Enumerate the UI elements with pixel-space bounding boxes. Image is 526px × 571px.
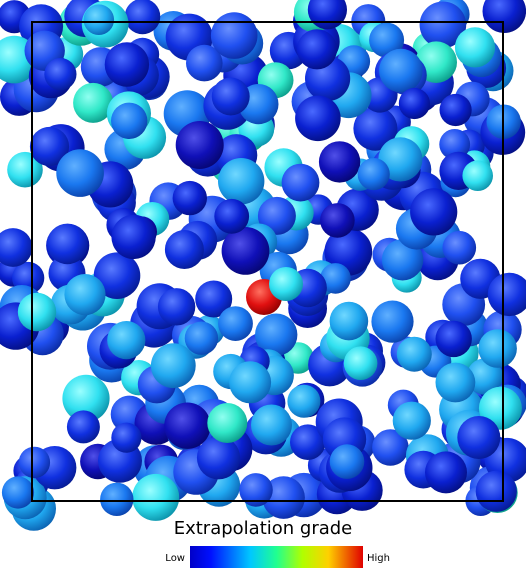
atom (67, 410, 100, 443)
atom (319, 141, 360, 182)
atom (105, 42, 149, 86)
atom (436, 363, 476, 403)
atom (84, 4, 115, 35)
atom (165, 230, 204, 269)
atom (211, 12, 258, 59)
atom (0, 228, 32, 267)
atom (455, 27, 495, 67)
atom (100, 483, 133, 516)
atom (251, 405, 292, 446)
atom (107, 321, 145, 359)
atom (19, 447, 50, 478)
atom (287, 385, 320, 418)
atom (132, 474, 179, 521)
atom (457, 416, 500, 459)
atom (440, 94, 472, 126)
atom (443, 231, 477, 265)
atom (476, 471, 517, 512)
atom (229, 361, 271, 403)
atom (393, 402, 431, 440)
atom (399, 88, 430, 119)
colorbar (190, 546, 363, 568)
atom (207, 403, 247, 443)
atom (111, 423, 141, 453)
atom (295, 96, 341, 142)
atom (344, 346, 378, 380)
atom (151, 343, 196, 388)
atom (379, 49, 423, 93)
atom (212, 78, 250, 116)
atom (111, 103, 147, 139)
atom (218, 306, 253, 341)
atom (269, 267, 303, 301)
atom (18, 293, 56, 331)
atom (2, 476, 34, 508)
atom (125, 0, 161, 34)
atom (483, 0, 526, 33)
atom (176, 121, 224, 169)
atom (330, 444, 365, 479)
atom (478, 329, 517, 368)
atom (111, 215, 155, 259)
colorbar-high-label: High (367, 553, 390, 564)
atom (158, 288, 195, 325)
atom (330, 302, 369, 341)
atom (397, 337, 432, 372)
atom (56, 149, 104, 197)
atom (425, 451, 467, 493)
atom (358, 158, 390, 190)
atom (436, 321, 472, 357)
atom (64, 274, 105, 315)
atoms (0, 0, 526, 531)
colorbar-low-label: Low (165, 553, 185, 564)
atom (320, 203, 355, 238)
atom (218, 158, 264, 204)
atom (282, 164, 320, 202)
page: {"colorbar": {"title": "Extrapolation gr… (0, 0, 526, 571)
atom (47, 224, 88, 265)
atom (297, 29, 337, 69)
atom (173, 181, 207, 215)
atom (462, 160, 493, 191)
atom (164, 403, 210, 449)
atom (197, 436, 240, 479)
atom (410, 188, 457, 235)
atom (185, 322, 218, 355)
colorbar-title: Extrapolation grade (174, 518, 353, 539)
visualization: Extrapolation grade Low High (0, 0, 526, 571)
atom (214, 199, 249, 234)
atom (44, 58, 76, 90)
atom (222, 227, 270, 275)
atom (371, 301, 413, 343)
